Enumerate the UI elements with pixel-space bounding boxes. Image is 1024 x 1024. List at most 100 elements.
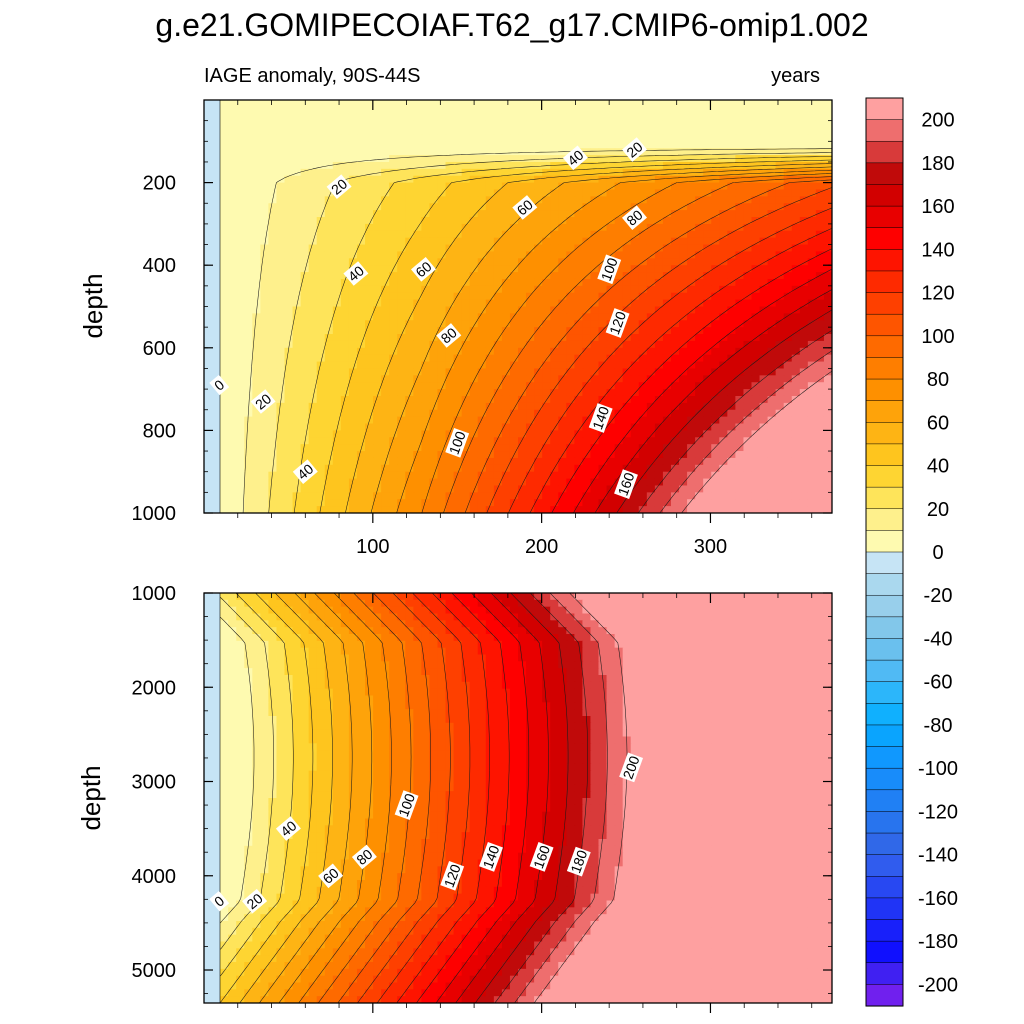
upper-contour-cell <box>429 251 439 260</box>
upper-contour-cell <box>719 237 729 246</box>
upper-contour-cell <box>437 148 447 156</box>
upper-contour-cell <box>646 217 656 225</box>
upper-contour-cell <box>590 320 600 328</box>
upper-contour-cell <box>574 389 584 397</box>
upper-contour-cell <box>550 313 559 321</box>
upper-contour-cell <box>413 375 423 383</box>
upper-contour-cell <box>646 244 656 253</box>
upper-contour-cell <box>308 389 318 397</box>
upper-contour-cell <box>783 395 793 404</box>
upper-contour-cell <box>807 368 817 377</box>
upper-contour-cell <box>719 416 729 425</box>
upper-contour-cell <box>437 182 447 191</box>
upper-contour-cell <box>413 127 423 136</box>
upper-contour-cell <box>558 340 568 349</box>
upper-contour-cell <box>381 416 390 425</box>
upper-contour-cell <box>373 444 382 452</box>
upper-contour-cell <box>236 492 245 500</box>
upper-contour-cell <box>743 334 753 342</box>
upper-contour-cell <box>566 127 576 136</box>
upper-contour-cell <box>550 258 559 266</box>
upper-contour-cell <box>373 437 382 445</box>
lower-contour-cell <box>316 599 326 608</box>
upper-contour-cell <box>316 423 326 432</box>
upper-contour-cell <box>582 217 592 225</box>
upper-contour-cell <box>477 148 487 156</box>
upper-contour-cell <box>397 265 406 273</box>
upper-contour-cell <box>348 457 358 466</box>
upper-contour-cell <box>695 230 704 239</box>
upper-contour-cell <box>759 485 769 494</box>
upper-contour-cell <box>566 375 576 383</box>
upper-contour-cell <box>381 347 390 356</box>
upper-contour-cell <box>646 265 656 273</box>
upper-contour-cell <box>389 244 398 253</box>
upper-contour-cell <box>509 492 519 500</box>
upper-contour-cell <box>389 278 398 287</box>
upper-contour-cell <box>638 189 648 198</box>
upper-contour-cell <box>389 189 398 198</box>
upper-contour-cell <box>566 402 576 411</box>
upper-contour-cell <box>477 478 487 487</box>
upper-contour-cell <box>381 299 390 308</box>
upper-contour-cell <box>558 168 568 177</box>
upper-contour-cell <box>719 361 729 370</box>
upper-contour-cell <box>236 382 245 390</box>
upper-contour-cell <box>365 141 374 149</box>
upper-contour-cell <box>558 230 568 239</box>
upper-contour-cell <box>356 423 366 432</box>
upper-contour-cell <box>356 320 366 328</box>
upper-contour-cell <box>743 395 753 404</box>
upper-contour-cell <box>550 430 559 438</box>
upper-contour-cell <box>534 251 543 260</box>
upper-contour-cell <box>558 354 568 363</box>
upper-contour-cell <box>574 361 584 370</box>
upper-contour-cell <box>646 354 656 363</box>
upper-contour-cell <box>679 437 688 445</box>
upper-contour-cell <box>453 237 463 246</box>
upper-contour-cell <box>244 258 254 266</box>
upper-contour-cell <box>308 306 318 315</box>
upper-contour-cell <box>759 244 769 253</box>
lower-contour-cell <box>727 599 737 608</box>
upper-contour-cell <box>260 182 270 191</box>
upper-contour-cell <box>316 354 326 363</box>
upper-contour-cell <box>582 506 592 513</box>
upper-contour-cell <box>630 402 640 411</box>
upper-contour-cell <box>332 416 342 425</box>
upper-contour-cell <box>791 120 801 129</box>
upper-contour-cell <box>340 361 350 370</box>
upper-contour-cell <box>582 251 592 260</box>
upper-contour-cell <box>751 100 761 108</box>
upper-contour-label: 160 <box>614 469 638 499</box>
upper-contour-cell <box>268 189 278 198</box>
upper-contour-cell <box>397 168 406 177</box>
upper-contour-cell <box>534 258 543 266</box>
upper-contour-cell <box>373 457 382 466</box>
upper-contour-label: 40 <box>562 145 588 171</box>
upper-contour-cell <box>300 127 310 136</box>
upper-contour-cell <box>356 203 366 211</box>
upper-contour-cell <box>493 451 503 459</box>
upper-contour-cell <box>300 258 310 266</box>
upper-contour-cell <box>389 423 398 432</box>
upper-contour-cell <box>397 382 406 390</box>
upper-contour-cell <box>703 120 712 129</box>
upper-contour-cell <box>614 437 624 445</box>
upper-contour-cell <box>340 278 350 287</box>
upper-contour-cell <box>493 506 503 513</box>
upper-contour-cell <box>445 168 455 177</box>
upper-contour-cell <box>791 258 801 266</box>
upper-contour-cell <box>542 409 551 418</box>
upper-contour-cell <box>389 223 398 232</box>
upper-contour-cell <box>518 217 527 225</box>
upper-contour-cell <box>743 464 753 473</box>
upper-contour-cell <box>582 175 592 184</box>
upper-contour-cell <box>614 368 624 377</box>
upper-contour-cell <box>679 361 688 370</box>
upper-contour-cell <box>373 223 382 232</box>
upper-contour-cell <box>381 175 390 184</box>
upper-contour-cell <box>662 189 672 198</box>
upper-contour-cell <box>791 265 801 273</box>
upper-contour-cell <box>582 189 592 198</box>
